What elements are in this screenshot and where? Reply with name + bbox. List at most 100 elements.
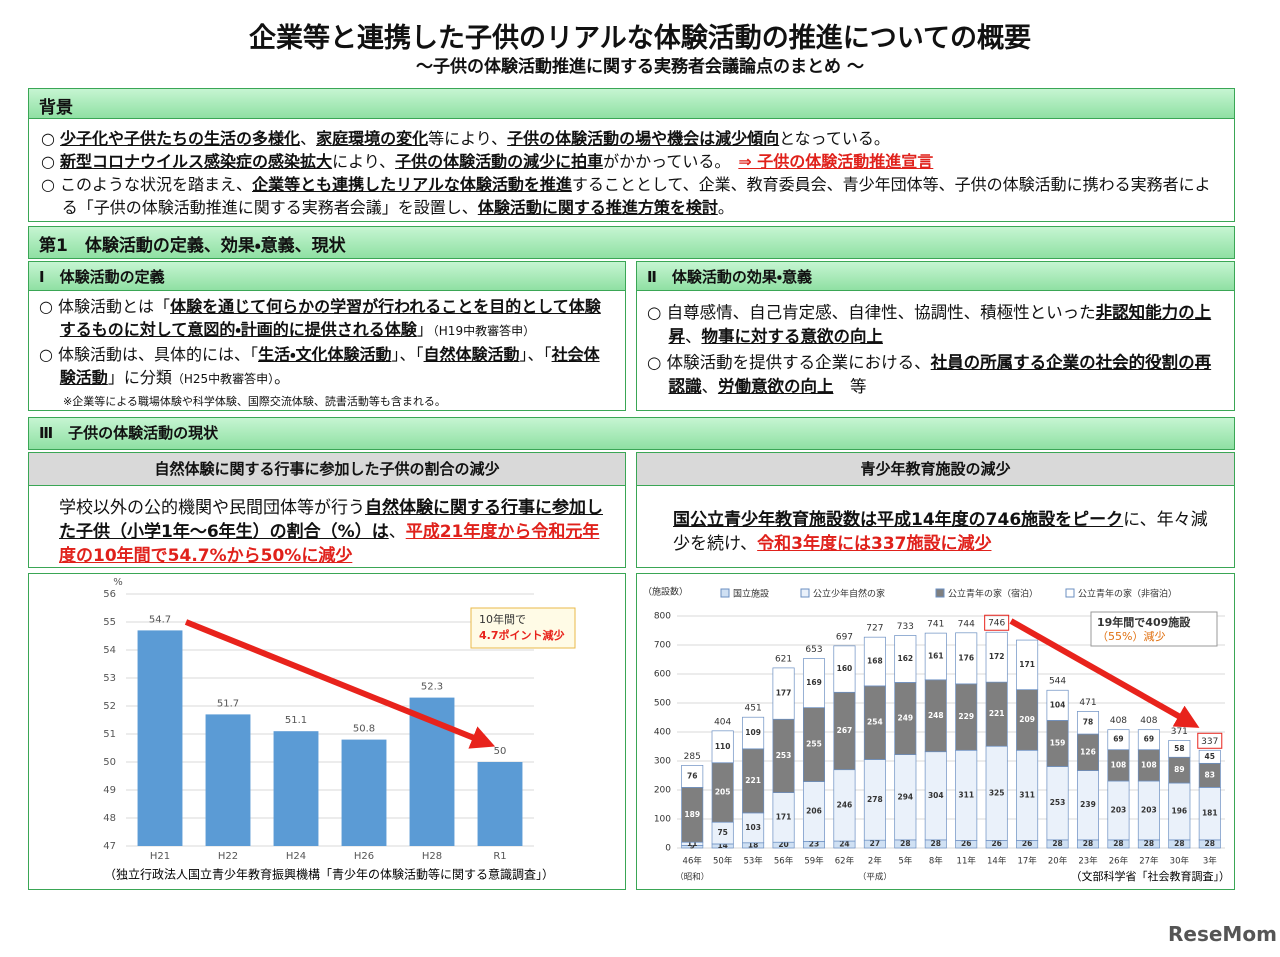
text-run: （H19中教審答申） [432, 324, 536, 338]
x-tick-label: 53年 [743, 856, 763, 867]
annotation-box [470, 607, 576, 649]
text-run: がかかっている。 [603, 152, 739, 171]
segment-label: 110 [715, 742, 731, 751]
source: （文部科学省「社会教育調査」） [1071, 869, 1231, 883]
x-tick-label: H28 [422, 851, 442, 862]
y-tick-label: 51 [103, 729, 116, 740]
era-label: （昭和） [675, 872, 709, 883]
x-tick-label: 8年 [929, 856, 943, 867]
x-tick-label: 27年 [1139, 856, 1159, 867]
section-heading: 第1 体験活動の定義、効果・意義、現状 [28, 226, 1235, 259]
bar [477, 762, 523, 846]
segment-label: 239 [1080, 800, 1096, 809]
paragraph: ○ 体験活動とは「体験を通じて何らかの学習が行われることを目的として体験するもの… [39, 295, 615, 343]
bar [137, 630, 183, 846]
legend-swatch [935, 588, 945, 598]
segment-label: 253 [1050, 798, 1066, 807]
segment-label: 171 [776, 812, 792, 821]
segment-label: 108 [1141, 760, 1157, 769]
segment-label: 304 [928, 791, 944, 800]
total-label: 741 [927, 620, 944, 630]
segment-label: 28 [1144, 839, 1154, 848]
segment-label: 83 [1205, 770, 1215, 779]
x-tick-label: H21 [150, 851, 170, 862]
y-tick-label: 47 [103, 841, 116, 852]
segment-label: 172 [989, 652, 1005, 661]
x-tick-label: 56年 [774, 856, 794, 867]
bar-segment [833, 645, 856, 693]
segment-label: 14 [717, 841, 727, 850]
segment-label: 28 [1205, 839, 1215, 848]
segment-label: 28 [1174, 839, 1184, 848]
segment-label: 9 [690, 842, 695, 851]
x-tick-label: 3年 [1203, 856, 1217, 867]
total-label: 733 [897, 622, 914, 632]
legend-swatch [1065, 588, 1075, 598]
bar-segment [985, 631, 1008, 683]
text-run: 。 [717, 198, 734, 217]
text-run: 学校以外の公的機関や民間団体等が行う [59, 498, 365, 518]
x-tick-label: 2年 [868, 856, 882, 867]
bar-segment [894, 635, 917, 683]
value-label: 50.8 [353, 724, 375, 735]
note: ※企業等による職場体験や科学体験、国際交流体験、読書活動等も含まれる。 [63, 395, 446, 408]
bar-segment [802, 658, 826, 708]
panel-body: ○ 自尊感情、自己肯定感、自律性、協調性、積極性といった非認知能力の上昇、物事に… [636, 291, 1235, 411]
segment-label: 76 [687, 771, 697, 780]
segment-label: 196 [1172, 806, 1188, 815]
legend-label: 公立青年の家（非宿泊） [1078, 588, 1177, 600]
arrow [1009, 618, 1200, 728]
segment-label: 89 [1174, 765, 1184, 774]
segment-label: 126 [1080, 747, 1096, 756]
legend-swatch [800, 588, 810, 598]
text-run: 、 [388, 522, 406, 542]
bar-segment [955, 632, 978, 685]
segment-label: 209 [1019, 715, 1035, 724]
segment-label: 11 [687, 839, 697, 848]
value-label: 51.7 [217, 698, 239, 709]
x-tick-label: 23年 [1078, 856, 1098, 867]
value-label: 50 [494, 746, 507, 757]
y-tick-label: 100 [654, 815, 671, 825]
paragraph: ○ 自尊感情、自己肯定感、自律性、協調性、積極性といった非認知能力の上昇、物事に… [647, 301, 1224, 349]
x-tick-label: H22 [218, 851, 238, 862]
segment-label: 161 [928, 651, 944, 660]
segment-label: 28 [1052, 839, 1062, 848]
text-run: 」、「 [391, 345, 424, 364]
segment-label: 24 [839, 840, 849, 849]
bar-segment [1137, 729, 1160, 751]
segment-label: 78 [1083, 718, 1093, 727]
segment-label: 109 [745, 728, 761, 737]
segment-label: 249 [898, 714, 914, 723]
total-label: 744 [958, 619, 975, 629]
bar [273, 731, 319, 846]
text-run: 自然体験活動 [423, 345, 520, 364]
y-tick-label: 500 [654, 699, 671, 709]
total-label: 408 [1110, 716, 1127, 726]
text-run: ○ 体験活動とは「 [39, 297, 171, 316]
x-tick-label: 5年 [898, 856, 912, 867]
total-label: 451 [745, 704, 762, 714]
watermark: ReseMom [1168, 922, 1277, 946]
y-tick-label: 54 [103, 645, 116, 656]
y-tick-label: 400 [654, 728, 671, 738]
segment-label: 206 [806, 806, 822, 815]
text-run: 子供の体験活動の場や機会は減少傾向 [507, 129, 780, 148]
segment-label: 254 [867, 718, 883, 727]
y-tick-label: 49 [103, 785, 116, 796]
text-run: 物事に対する意欲の向上 [701, 327, 883, 346]
text-run: 子供の体験活動の減少に拍車 [395, 152, 604, 171]
bar-segment [1198, 749, 1221, 764]
summary-text: 学校以外の公的機関や民間団体等が行う自然体験に関する行事に参加した子供（小学1年… [28, 486, 626, 568]
text-run: ○ 体験活動を提供する企業における、 [647, 353, 931, 372]
annotation: （55%）減少 [1097, 629, 1165, 643]
text-run: ○ このような状況を踏まえ、 [41, 175, 253, 194]
segment-label: 169 [806, 678, 822, 687]
text-run: 企業等とも連携したリアルな体験活動を推進 [252, 175, 572, 194]
segment-label: 248 [928, 711, 944, 720]
arrow [184, 619, 496, 749]
total-label: 471 [1079, 698, 1096, 708]
segment-label: 75 [717, 828, 727, 837]
segment-label: 160 [837, 664, 853, 673]
